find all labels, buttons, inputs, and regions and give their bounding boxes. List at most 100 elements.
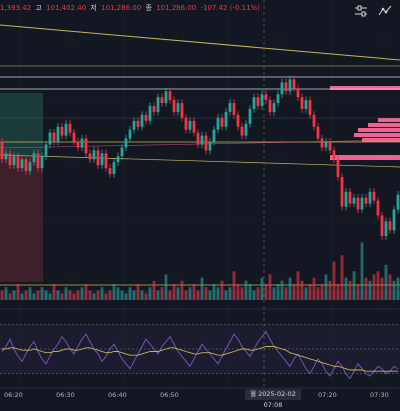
wave-tool-icon[interactable] bbox=[378, 4, 392, 18]
volume-bar bbox=[116, 287, 120, 300]
volume-bar bbox=[252, 290, 256, 300]
candle-body bbox=[24, 159, 28, 172]
volume-bar bbox=[4, 287, 8, 300]
candle-body bbox=[60, 126, 64, 136]
volume-bar bbox=[284, 287, 288, 300]
candle-body bbox=[344, 191, 348, 207]
candle-body bbox=[44, 144, 48, 157]
volume-bar bbox=[220, 280, 224, 300]
volume-bar bbox=[360, 242, 364, 300]
trendline-pink[interactable] bbox=[0, 139, 400, 149]
candle-body bbox=[304, 100, 308, 109]
candle-body bbox=[352, 197, 356, 204]
candle-body bbox=[84, 138, 88, 154]
candle-body bbox=[260, 94, 264, 107]
candle-body bbox=[96, 150, 100, 166]
volume-bar bbox=[332, 261, 336, 300]
volume-bar bbox=[380, 277, 384, 300]
volume-bar bbox=[324, 274, 328, 300]
candle-body bbox=[80, 138, 84, 148]
candle-body bbox=[248, 109, 252, 124]
candle-body bbox=[164, 91, 168, 104]
close-value: 101,286.00 bbox=[156, 4, 197, 12]
candle-body bbox=[4, 153, 8, 160]
open-value: 1,393.42 bbox=[0, 4, 32, 12]
volume-profile-bar bbox=[354, 133, 400, 137]
volume-profile-bar bbox=[330, 155, 400, 160]
volume-bar bbox=[60, 293, 64, 300]
candle-body bbox=[76, 141, 80, 148]
volume-bar bbox=[344, 277, 348, 300]
candle-body bbox=[396, 194, 400, 210]
candle-body bbox=[64, 123, 68, 136]
volume-bar bbox=[312, 277, 316, 300]
candle-body bbox=[356, 197, 360, 210]
candle-body bbox=[340, 177, 344, 207]
volume-bar bbox=[172, 284, 176, 300]
candle-body bbox=[212, 129, 216, 142]
trendline-upper[interactable] bbox=[0, 24, 400, 61]
candle-body bbox=[12, 156, 16, 166]
candle-body bbox=[20, 159, 24, 169]
candle-body bbox=[8, 153, 12, 166]
candle-body bbox=[56, 126, 60, 142]
time-tick: 07:20 bbox=[318, 391, 337, 399]
candle-body bbox=[288, 79, 292, 92]
candle-body bbox=[132, 120, 136, 130]
candle-body bbox=[116, 156, 120, 163]
candle-body bbox=[112, 162, 116, 175]
volume-bar bbox=[228, 287, 232, 300]
volume-bar bbox=[140, 290, 144, 300]
volume-bar bbox=[384, 264, 388, 300]
volume-bar bbox=[288, 277, 292, 300]
volume-bar bbox=[92, 293, 96, 300]
candle-body bbox=[192, 120, 196, 133]
candle-body bbox=[68, 123, 72, 133]
volume-bar bbox=[36, 290, 40, 300]
volume-bar bbox=[88, 290, 92, 300]
volume-bar bbox=[24, 290, 28, 300]
candle-body bbox=[72, 132, 76, 142]
sliders-icon[interactable] bbox=[354, 4, 368, 18]
candle-body bbox=[36, 153, 40, 169]
candle-body bbox=[16, 156, 20, 169]
volume-bar bbox=[240, 287, 244, 300]
candle-body bbox=[196, 132, 200, 145]
volume-bar bbox=[224, 290, 228, 300]
volume-bar bbox=[144, 293, 148, 300]
volume-bar bbox=[304, 287, 308, 300]
volume-bar bbox=[104, 293, 108, 300]
candle-body bbox=[376, 200, 380, 216]
candle-body bbox=[244, 123, 248, 136]
candle-body bbox=[232, 103, 236, 115]
candle-body bbox=[380, 215, 384, 237]
long-position-stop-zone bbox=[0, 155, 43, 282]
candle-body bbox=[264, 94, 268, 101]
volume-profile-bar bbox=[368, 123, 400, 127]
candle-body bbox=[140, 114, 144, 127]
candle-body bbox=[300, 97, 304, 109]
volume-bar bbox=[260, 277, 264, 300]
volume-bar bbox=[128, 287, 132, 300]
candles-series bbox=[0, 75, 400, 240]
time-tick: 06:20 bbox=[4, 391, 23, 399]
candle-body bbox=[284, 82, 288, 92]
chart-canvas[interactable] bbox=[0, 0, 400, 400]
volume-bar bbox=[68, 290, 72, 300]
volume-profile-bar bbox=[330, 86, 400, 90]
trendline-lower[interactable] bbox=[0, 154, 400, 168]
volume-bar bbox=[292, 284, 296, 300]
time-tick: 06:30 bbox=[56, 391, 75, 399]
candle-body bbox=[216, 117, 220, 130]
candle-body bbox=[188, 120, 192, 130]
candle-body bbox=[180, 103, 184, 118]
volume-bar bbox=[136, 284, 140, 300]
volume-bar bbox=[372, 274, 376, 300]
candle-body bbox=[348, 191, 352, 204]
candle-body bbox=[256, 97, 260, 107]
volume-bar bbox=[152, 280, 156, 300]
volume-bar bbox=[388, 274, 392, 300]
candle-body bbox=[312, 114, 316, 127]
candle-body bbox=[144, 114, 148, 121]
